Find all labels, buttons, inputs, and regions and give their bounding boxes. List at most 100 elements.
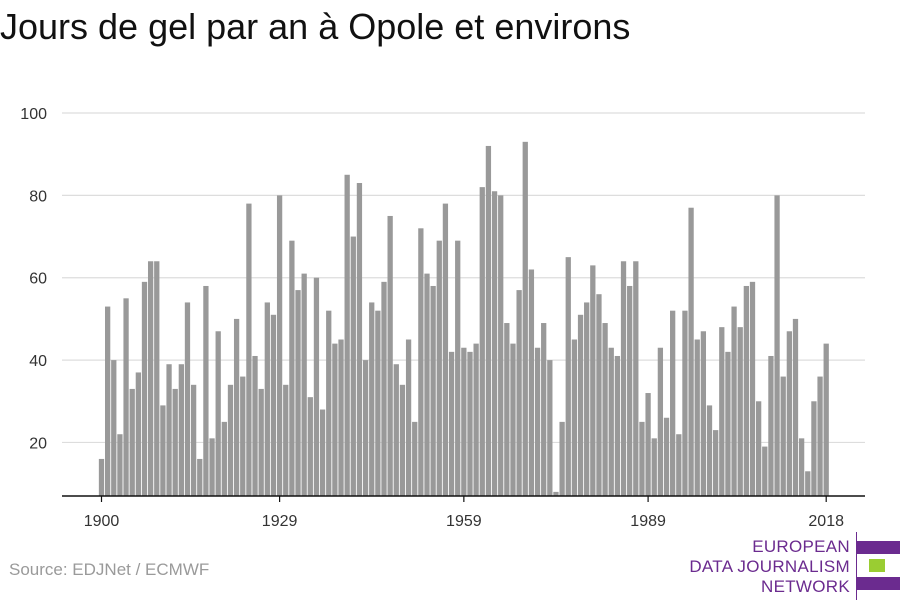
- bar-2014: [798, 438, 805, 496]
- bar-1924: [246, 203, 252, 496]
- bar-1998: [700, 331, 707, 496]
- bar-1993: [670, 310, 676, 496]
- bar-1979: [584, 302, 590, 496]
- bar-2002: [725, 351, 731, 496]
- logo-bar-middle: [869, 559, 885, 572]
- bar-1910: [160, 405, 166, 496]
- bar-1971: [534, 347, 541, 496]
- bar-1992: [663, 417, 670, 496]
- edjnet-logo[interactable]: EUROPEAN DATA JOURNALISM NETWORK: [689, 532, 900, 600]
- bar-1953: [424, 273, 430, 496]
- y-tick-label-60: 60: [29, 271, 47, 288]
- bar-1901: [105, 306, 111, 496]
- x-tick-label-1959: 1959: [446, 513, 482, 530]
- y-tick-label-100: 100: [20, 106, 47, 123]
- bar-2010: [774, 195, 780, 496]
- bar-1977: [571, 339, 578, 496]
- bar-1997: [694, 339, 700, 496]
- bar-1999: [706, 405, 713, 496]
- bar-1938: [332, 343, 338, 496]
- logo-line-network: NETWORK: [761, 577, 850, 596]
- bar-1923: [240, 376, 246, 496]
- bar-1912: [172, 388, 178, 496]
- x-tick-label-1900: 1900: [84, 513, 120, 530]
- bar-1959: [461, 347, 467, 496]
- bar-1916: [197, 458, 203, 496]
- bar-1908: [147, 261, 154, 496]
- bar-1966: [504, 323, 510, 496]
- bar-2000: [713, 430, 719, 496]
- bar-2018: [823, 343, 829, 496]
- bar-1914: [184, 302, 191, 496]
- bar-1991: [657, 347, 664, 496]
- bar-1941: [350, 236, 356, 497]
- bar-1954: [430, 285, 436, 496]
- bar-1950: [405, 339, 412, 496]
- bar-1946: [381, 281, 387, 496]
- bar-1983: [608, 347, 614, 496]
- logo-bar-bottom: [857, 577, 900, 590]
- bar-1955: [436, 240, 442, 496]
- bar-1922: [233, 318, 240, 496]
- bar-1931: [289, 240, 295, 496]
- bar-1904: [123, 298, 129, 496]
- logo-line-data-journalism: DATA JOURNALISM: [689, 557, 850, 576]
- bar-1947: [387, 215, 393, 496]
- y-axis-ticks: 20 40 60 80 100: [20, 106, 47, 452]
- bar-1968: [516, 290, 522, 496]
- bar-1985: [620, 261, 627, 496]
- bar-1960: [467, 351, 473, 496]
- bar-1942: [356, 183, 363, 496]
- x-axis-ticks: 1900 1929 1959 1989 2018: [84, 496, 844, 530]
- bar-1970: [528, 269, 535, 496]
- bar-1903: [117, 434, 123, 496]
- bar-2017: [817, 376, 823, 496]
- bar-2001: [719, 327, 725, 496]
- bar-1943: [362, 360, 369, 496]
- bar-1948: [393, 364, 399, 496]
- logo-rule: [856, 532, 857, 600]
- bar-1925: [252, 355, 258, 496]
- bar-1940: [344, 174, 350, 496]
- bar-1911: [166, 364, 172, 496]
- bar-1902: [111, 360, 117, 496]
- y-tick-label-40: 40: [29, 353, 47, 370]
- bar-1978: [577, 314, 584, 496]
- x-tick-label-2018: 2018: [808, 513, 844, 530]
- bar-1929: [276, 195, 283, 496]
- bar-2004: [737, 327, 743, 496]
- bar-1957: [448, 351, 455, 496]
- bar-1921: [227, 384, 234, 496]
- bar-1915: [190, 384, 197, 496]
- bar-1900: [98, 458, 105, 496]
- bar-1972: [541, 323, 547, 496]
- bar-1927: [264, 302, 270, 496]
- bar-1975: [559, 421, 565, 496]
- bar-1928: [270, 314, 277, 496]
- bar-2003: [731, 306, 737, 496]
- bar-1933: [301, 273, 307, 496]
- bar-1951: [412, 421, 418, 496]
- bar-1944: [369, 302, 375, 496]
- bar-1967: [510, 343, 516, 496]
- bar-2015: [805, 471, 811, 496]
- bar-1952: [418, 228, 424, 496]
- bar-1932: [295, 290, 301, 496]
- bar-1981: [596, 294, 602, 496]
- bar-1980: [590, 265, 596, 496]
- bar-1949: [399, 384, 406, 496]
- bar-1930: [283, 384, 289, 496]
- bar-1935: [313, 277, 320, 496]
- bar-2012: [786, 331, 792, 496]
- bar-1939: [338, 339, 344, 496]
- bar-1934: [307, 397, 313, 496]
- bar-2016: [811, 401, 817, 496]
- bar-2006: [749, 281, 756, 496]
- bar-1990: [651, 438, 657, 496]
- bars: [98, 141, 829, 497]
- bar-1926: [258, 388, 264, 496]
- bar-1962: [479, 187, 485, 496]
- bar-2007: [756, 401, 762, 496]
- y-tick-label-80: 80: [29, 188, 47, 205]
- bar-1956: [442, 203, 449, 496]
